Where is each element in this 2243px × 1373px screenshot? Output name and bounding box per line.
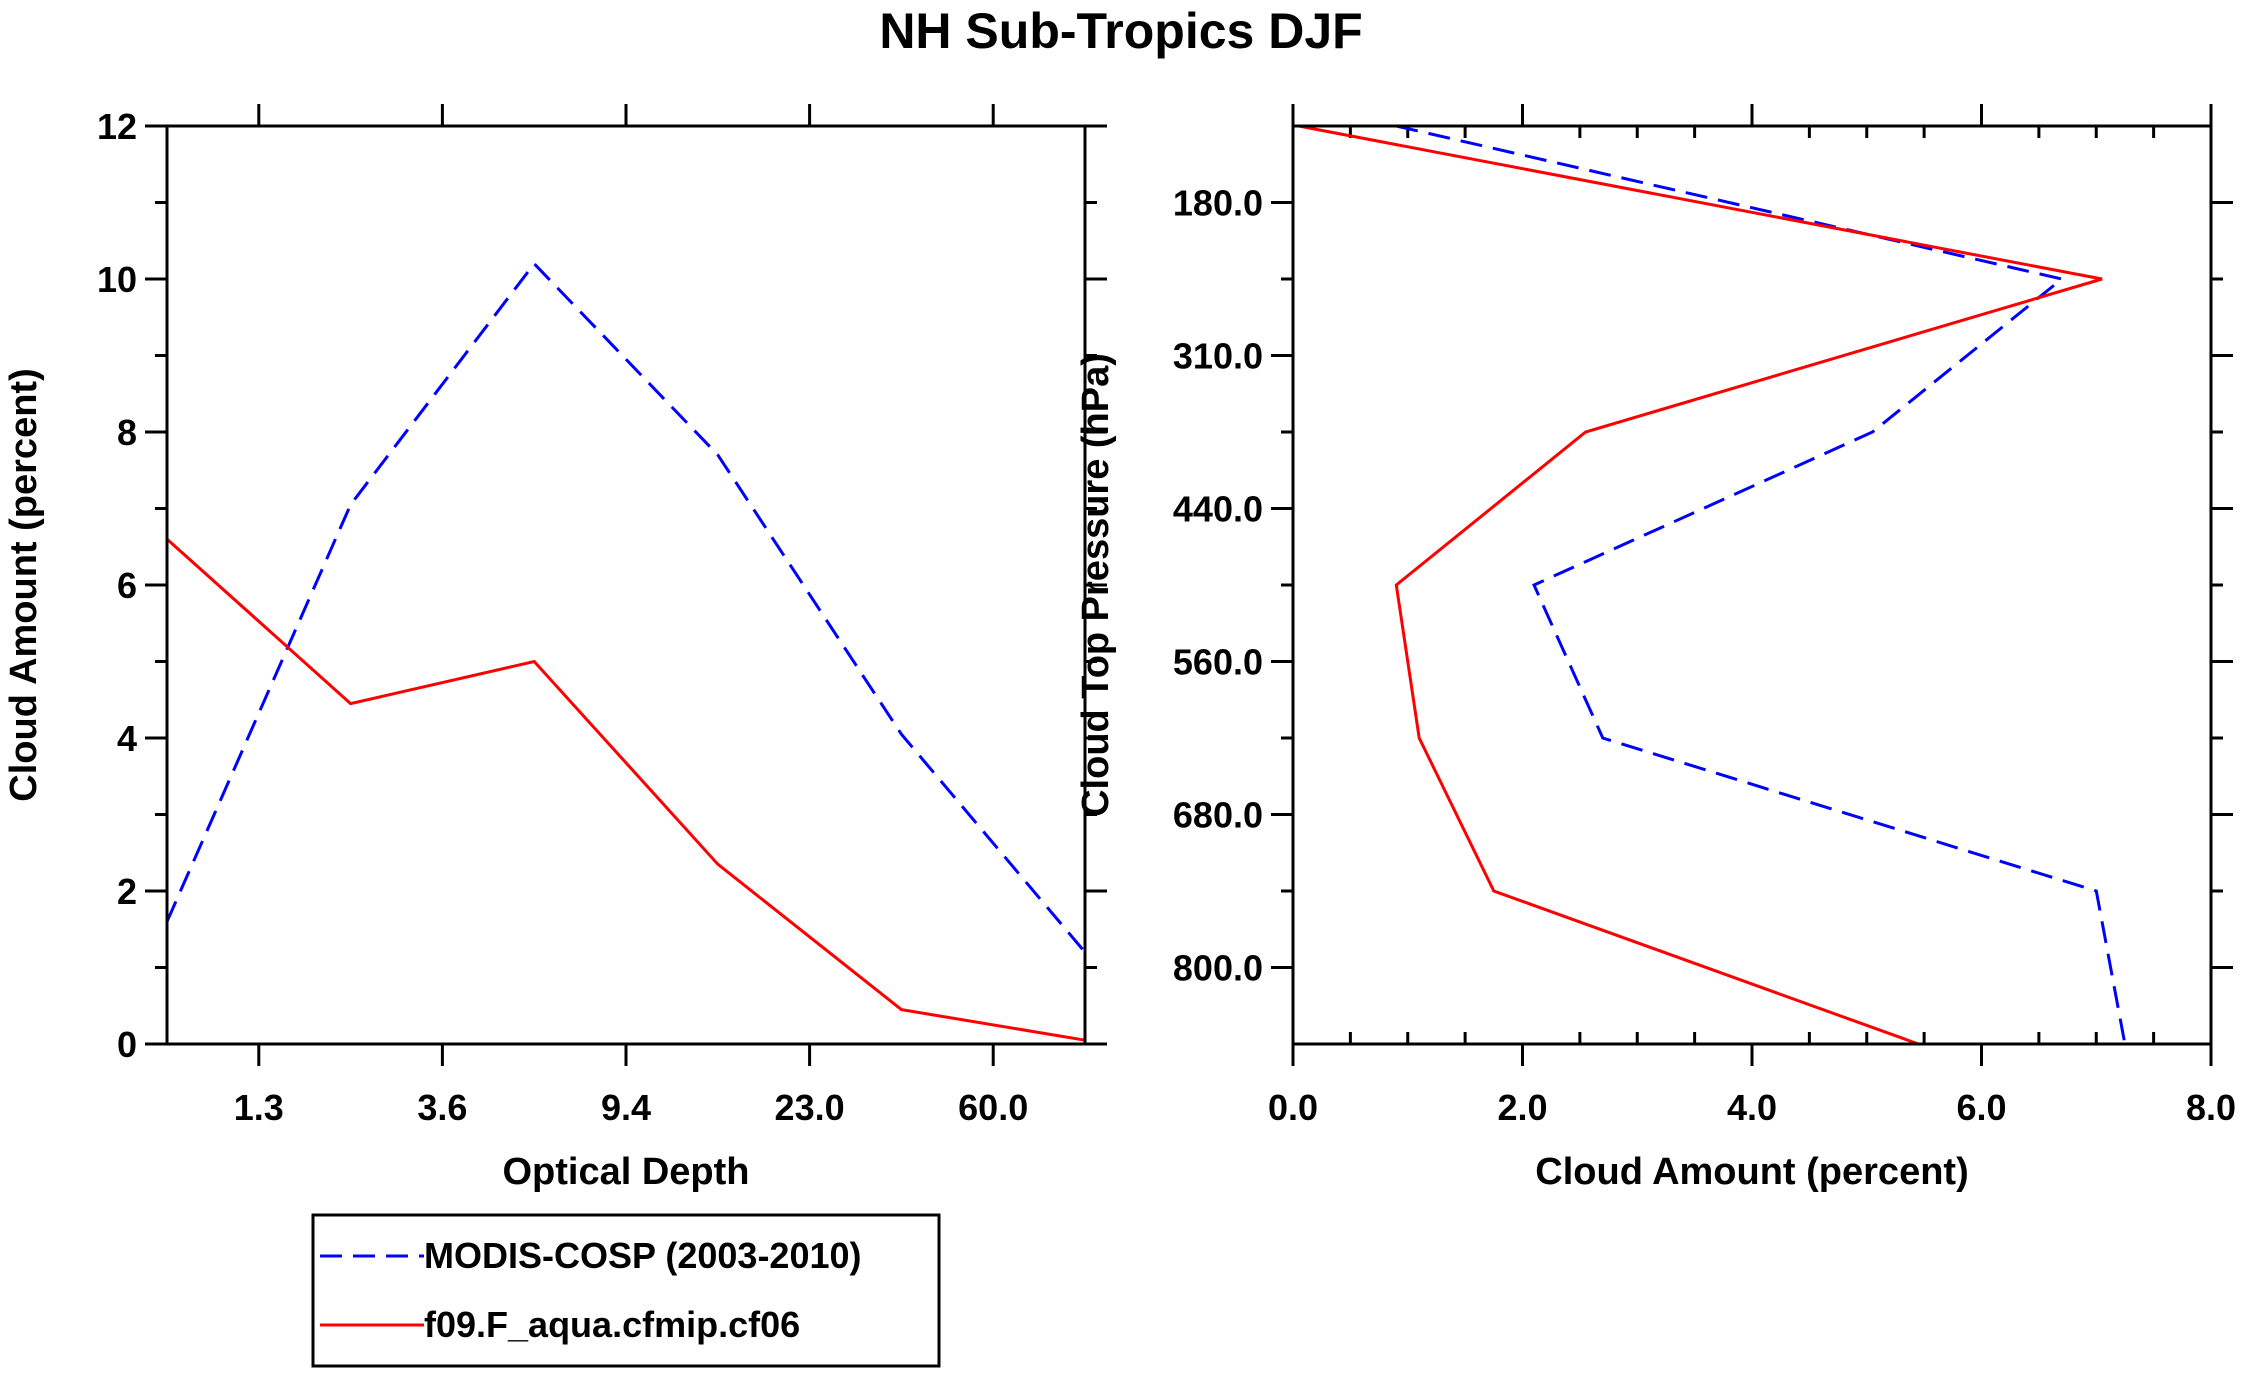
right-plot-frame bbox=[1291, 124, 2213, 1046]
right-x-tick-label: 0.0 bbox=[1268, 1087, 1318, 1128]
left-ticks bbox=[145, 104, 1107, 1066]
legend-label-modis: MODIS-COSP (2003-2010) bbox=[424, 1235, 862, 1276]
legend-label-model: f09.F_aqua.cfmip.cf06 bbox=[424, 1304, 800, 1345]
right-tick-labels: 0.0 2.0 4.0 6.0 8.0 180.0 310.0 440.0 560.0 680.0… bbox=[1173, 183, 2236, 1129]
left-y-tick-label: 6 bbox=[117, 565, 137, 606]
right-y-axis-label: Cloud Top Pressure (hPa) bbox=[1075, 353, 1117, 817]
right-series bbox=[1298, 124, 2127, 1046]
right-x-tick-label: 6.0 bbox=[1956, 1087, 2006, 1128]
left-x-tick-label: 60.0 bbox=[958, 1087, 1028, 1128]
left-y-tick-label: 12 bbox=[97, 106, 137, 147]
left-x-tick-label: 9.4 bbox=[601, 1087, 651, 1128]
left-x-axis-label: Optical Depth bbox=[502, 1151, 749, 1193]
left-x-tick-label: 23.0 bbox=[775, 1087, 845, 1128]
left-x-tick-label: 1.3 bbox=[234, 1087, 284, 1128]
right-y-tick-label: 180.0 bbox=[1173, 183, 1263, 224]
left-series-line-1 bbox=[165, 537, 1086, 1042]
left-plot-frame bbox=[165, 124, 1087, 1046]
right-y-tick-label: 680.0 bbox=[1173, 795, 1263, 836]
right-y-tick-label: 560.0 bbox=[1173, 642, 1263, 683]
left-y-tick-label: 4 bbox=[117, 718, 137, 759]
left-y-tick-label: 0 bbox=[117, 1024, 137, 1065]
right-x-tick-label: 8.0 bbox=[2186, 1087, 2236, 1128]
left-y-tick-label: 2 bbox=[117, 871, 137, 912]
right-y-tick-label: 440.0 bbox=[1173, 489, 1263, 530]
right-y-tick-label: 800.0 bbox=[1173, 948, 1263, 989]
left-y-tick-label: 10 bbox=[97, 259, 137, 300]
right-y-tick-label: 310.0 bbox=[1173, 336, 1263, 377]
legend-box bbox=[311, 1213, 941, 1368]
left-y-axis-label: Cloud Amount (percent) bbox=[3, 368, 45, 801]
left-y-tick-label: 8 bbox=[117, 412, 137, 453]
left-series bbox=[165, 261, 1087, 1042]
left-tick-labels: 0 2 4 6 8 10 12 1.3 3.6 9.4 23.0 60.0 bbox=[97, 106, 1028, 1128]
left-series-line-0 bbox=[165, 261, 1087, 954]
right-ticks bbox=[1271, 104, 2233, 1066]
right-x-axis-label: Cloud Amount (percent) bbox=[1535, 1151, 1968, 1193]
legend: MODIS-COSP (2003-2010) f09.F_aqua.cfmip.… bbox=[311, 1213, 941, 1368]
right-series-line-0 bbox=[1395, 124, 2127, 1045]
chart-title: NH Sub-Tropics DJF bbox=[879, 3, 1362, 59]
left-x-tick-label: 3.6 bbox=[417, 1087, 467, 1128]
cloud-top-pressure-panel: 0.0 2.0 4.0 6.0 8.0 180.0 310.0 440.0 560.0 680.0… bbox=[1075, 104, 2236, 1193]
optical-depth-panel: 0 2 4 6 8 10 12 1.3 3.6 9.4 23.0 60.0 Optical Depth… bbox=[3, 104, 1107, 1193]
right-x-tick-label: 2.0 bbox=[1497, 1087, 1547, 1128]
right-x-tick-label: 4.0 bbox=[1727, 1087, 1777, 1128]
right-series-line-1 bbox=[1298, 124, 2103, 1046]
